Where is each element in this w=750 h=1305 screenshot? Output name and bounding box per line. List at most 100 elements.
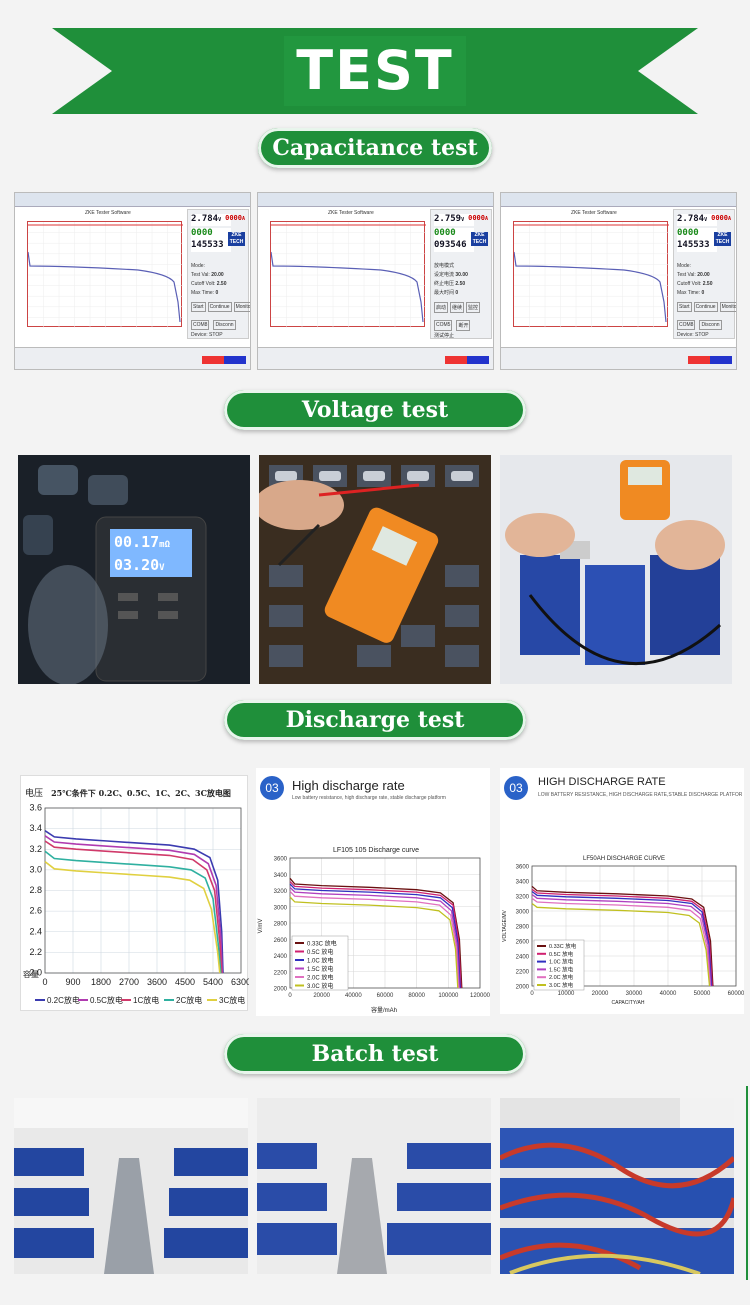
plot-frame bbox=[531, 865, 737, 987]
discharge-card-3: 03 HIGH DISCHARGE RATE LOW BATTERY RESIS… bbox=[500, 768, 745, 1014]
series-line bbox=[289, 896, 459, 989]
x-tick-label: 100000 bbox=[438, 993, 459, 999]
software-monitor-button[interactable]: 监控 bbox=[466, 302, 481, 313]
orange-meter-illustration bbox=[259, 455, 491, 684]
software-cutoff-value[interactable]: 2.50 bbox=[455, 281, 466, 287]
voltage-photos: 00.17mΩ 03.20V bbox=[18, 455, 732, 684]
software-side-panel: 2.759V 0000A 0000 093546 ZKE TECH 放电模式 设… bbox=[430, 209, 492, 339]
software-title: ZKE Tester Software bbox=[571, 210, 617, 216]
chart3-xlabel: CAPACITY/AH bbox=[612, 1000, 645, 1006]
software-voltage: 2.784 bbox=[191, 214, 219, 224]
software-capacity: 0000 bbox=[434, 228, 474, 240]
meter-display: 00.17mΩ 03.20V bbox=[114, 532, 188, 578]
software-test-value[interactable]: 20.00 bbox=[697, 272, 710, 278]
software-disconnect-button[interactable]: Disconn bbox=[213, 320, 236, 330]
software-port-select[interactable]: COM8 bbox=[191, 320, 210, 330]
legend-label: 1.0C 放电 bbox=[549, 958, 574, 966]
discharge-card-2: 03 High discharge rate Low battery resis… bbox=[256, 768, 491, 1016]
software-port-select[interactable]: COM5 bbox=[434, 320, 453, 331]
x-tick-label: 0 bbox=[530, 991, 534, 997]
cells-illustration bbox=[500, 455, 732, 684]
x-tick-label: 40000 bbox=[660, 991, 677, 997]
discharge-chart-3-svg: 2000 2200 2400 2600 2800 3000 3200 3400 3600 0 100… bbox=[502, 856, 745, 1006]
software-panel: ZKE Tester Software 2.759V 0000A 0000 09… bbox=[257, 192, 494, 370]
chart2-ylabel: V/mV bbox=[258, 919, 264, 934]
software-start-button[interactable]: Start bbox=[677, 302, 692, 312]
software-continue-button[interactable]: 继续 bbox=[450, 302, 465, 313]
x-tick-label: 2700 bbox=[119, 977, 139, 987]
discharge-chart-1-svg: 2.0 2.2 2.4 2.6 2.8 3.0 3.2 3.4 3.6 0 900 1800 2700 3… bbox=[23, 787, 251, 1005]
y-tick-label: 3400 bbox=[274, 873, 288, 879]
legend-label: 0.5C 放电 bbox=[307, 948, 333, 956]
software-test-value[interactable]: 30.00 bbox=[455, 272, 468, 278]
zke-logo: ZKE TECH bbox=[228, 232, 245, 246]
chart3-title: LF50AH DISCHARGE CURVE bbox=[583, 856, 665, 862]
software-cutoff-value[interactable]: 2.50 bbox=[216, 281, 227, 287]
y-tick-label: 2.8 bbox=[29, 885, 42, 895]
x-tick-label: 20000 bbox=[313, 993, 330, 999]
software-cutoff-value[interactable]: 2.50 bbox=[702, 281, 713, 287]
y-tick-label: 2.2 bbox=[29, 947, 42, 957]
software-continue-button[interactable]: Continue bbox=[207, 302, 232, 312]
legend-label: 3.0C 放电 bbox=[307, 982, 333, 990]
y-tick-label: 3600 bbox=[516, 865, 530, 871]
legend-label: 3C放电 bbox=[219, 995, 245, 1005]
legend-label: 2.0C 放电 bbox=[307, 974, 333, 982]
software-monitor-button[interactable]: Monitor bbox=[719, 302, 736, 312]
section-voltage-label: Voltage test bbox=[224, 390, 526, 430]
meter-voltage-unit: V bbox=[159, 563, 165, 573]
y-tick-label: 3600 bbox=[274, 857, 288, 863]
series-line bbox=[289, 890, 460, 989]
series-line bbox=[289, 886, 461, 989]
discharge-chart-1: 2.0 2.2 2.4 2.6 2.8 3.0 3.2 3.4 3.6 0 900 1800 2700 3… bbox=[20, 775, 251, 1011]
x-tick-label: 0 bbox=[288, 993, 292, 999]
software-current: 0000 bbox=[468, 214, 485, 222]
y-tick-label: 2.0 bbox=[29, 968, 42, 978]
software-toolbar bbox=[15, 193, 250, 207]
chart3-ylabel: VOLTAGE/MV bbox=[502, 909, 508, 941]
software-test-value[interactable]: 20.00 bbox=[211, 272, 224, 278]
software-footer bbox=[501, 347, 736, 369]
y-tick-label: 3200 bbox=[274, 889, 288, 895]
software-time: 145533 bbox=[191, 240, 231, 252]
software-voltage: 2.784 bbox=[677, 214, 705, 224]
software-monitor-button[interactable]: Monitor bbox=[233, 302, 250, 312]
meter-illustration bbox=[18, 455, 250, 684]
software-start-button[interactable]: 启动 bbox=[434, 302, 449, 313]
series-line bbox=[531, 897, 711, 987]
y-tick-label: 2200 bbox=[274, 970, 288, 976]
x-tick-label: 50000 bbox=[694, 991, 711, 997]
legend-label: 1.5C 放电 bbox=[307, 965, 333, 973]
y-tick-label: 2000 bbox=[274, 987, 288, 993]
x-tick-label: 0 bbox=[42, 977, 47, 987]
batch-photos bbox=[14, 1098, 734, 1274]
software-disconnect-button[interactable]: 断开 bbox=[456, 320, 471, 331]
card3-title: HIGH DISCHARGE RATE bbox=[538, 776, 666, 788]
rack-illustration-2 bbox=[257, 1098, 491, 1274]
software-current: 0000 bbox=[225, 214, 242, 222]
software-port-select[interactable]: COM8 bbox=[677, 320, 696, 330]
plot-frame bbox=[289, 857, 481, 989]
software-continue-button[interactable]: Continue bbox=[693, 302, 718, 312]
x-tick-label: 900 bbox=[65, 977, 80, 987]
software-curve bbox=[27, 222, 183, 328]
software-capacity: 0000 bbox=[191, 228, 231, 240]
software-status: Device: STOP bbox=[191, 332, 223, 338]
y-tick-label: 2600 bbox=[274, 938, 288, 944]
y-tick-label: 2800 bbox=[274, 922, 288, 928]
y-tick-label: 3400 bbox=[516, 880, 530, 886]
y-tick-label: 2.4 bbox=[29, 926, 42, 936]
legend-label: 1C放电 bbox=[133, 995, 159, 1005]
y-tick-label: 2200 bbox=[516, 970, 530, 976]
software-disconnect-button[interactable]: Disconn bbox=[699, 320, 722, 330]
software-current: 0000 bbox=[711, 214, 728, 222]
series-line bbox=[531, 893, 712, 987]
software-start-button[interactable]: Start bbox=[191, 302, 206, 312]
voltage-photo-meter-dark: 00.17mΩ 03.20V bbox=[18, 455, 250, 684]
section-batch-label: Batch test bbox=[224, 1034, 526, 1074]
legend-label: 3.0C 放电 bbox=[549, 981, 574, 989]
x-tick-label: 30000 bbox=[626, 991, 643, 997]
y-tick-label: 2.6 bbox=[29, 906, 42, 916]
legend-label: 1.0C 放电 bbox=[307, 957, 333, 965]
software-plot bbox=[270, 221, 426, 328]
